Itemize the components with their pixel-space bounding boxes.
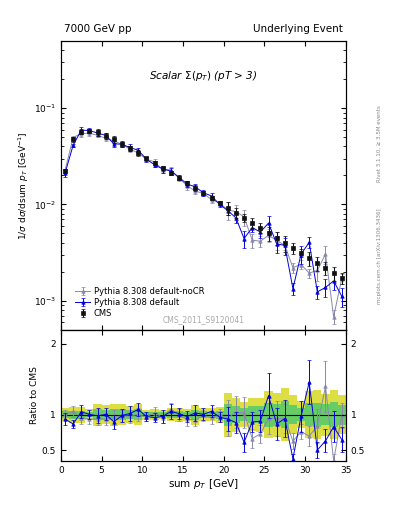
Text: 7000 GeV pp: 7000 GeV pp — [64, 24, 131, 34]
Y-axis label: Ratio to CMS: Ratio to CMS — [30, 366, 39, 424]
Text: Underlying Event: Underlying Event — [253, 24, 343, 34]
Text: Scalar $\Sigma(p_T)$ (pT > 3): Scalar $\Sigma(p_T)$ (pT > 3) — [149, 69, 258, 82]
X-axis label: sum $p_T$ [GeV]: sum $p_T$ [GeV] — [168, 477, 239, 492]
Legend: Pythia 8.308 default-noCR, Pythia 8.308 default, CMS: Pythia 8.308 default-noCR, Pythia 8.308 … — [73, 285, 206, 319]
Text: CMS_2011_S9120041: CMS_2011_S9120041 — [162, 315, 244, 324]
Text: Rivet 3.1.10, ≥ 3.5M events: Rivet 3.1.10, ≥ 3.5M events — [377, 105, 382, 182]
Text: mcplots.cern.ch [arXiv:1306.3436]: mcplots.cern.ch [arXiv:1306.3436] — [377, 208, 382, 304]
Y-axis label: 1/$\sigma$ d$\sigma$/dsum $p_T$ [GeV$^{-1}$]: 1/$\sigma$ d$\sigma$/dsum $p_T$ [GeV$^{-… — [17, 131, 31, 240]
